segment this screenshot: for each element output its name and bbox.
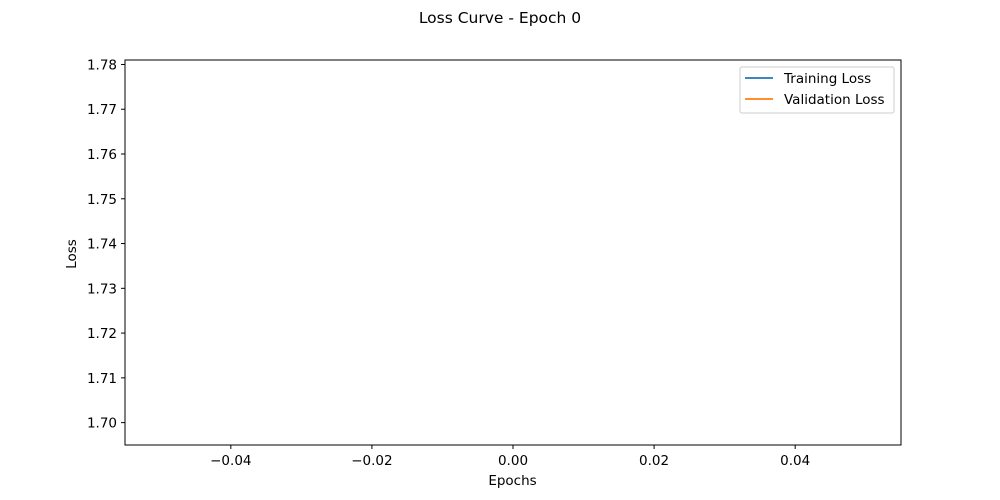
- y-tick-label: 1.70: [87, 416, 117, 432]
- y-tick-label: 1.72: [87, 326, 117, 342]
- x-tick-label: 0.02: [639, 453, 669, 469]
- legend-label-training-loss: Training Loss: [783, 71, 871, 87]
- x-axis-ticks: −0.04 −0.02 0.00 0.02 0.04: [210, 445, 810, 469]
- y-tick-label: 1.73: [87, 281, 117, 297]
- x-tick-label: −0.02: [351, 453, 392, 469]
- x-tick-label: −0.04: [210, 453, 251, 469]
- y-tick-label: 1.74: [87, 237, 117, 253]
- legend: Training Loss Validation Loss: [739, 66, 895, 114]
- y-axis-label: Loss: [64, 239, 80, 269]
- x-tick-label: 0.00: [498, 453, 528, 469]
- y-tick-label: 1.71: [87, 371, 117, 387]
- x-axis-label: Epochs: [488, 473, 536, 489]
- y-tick-label: 1.76: [87, 147, 117, 163]
- y-tick-label: 1.75: [87, 192, 117, 208]
- legend-label-validation-loss: Validation Loss: [784, 92, 885, 108]
- y-tick-label: 1.77: [87, 102, 117, 118]
- y-axis-ticks: 1.70 1.71 1.72 1.73 1.74 1.75 1.76 1.77 1.78: [87, 57, 125, 432]
- x-tick-label: 0.04: [780, 453, 810, 469]
- legend-box: [739, 66, 895, 114]
- chart-title: Loss Curve - Epoch 0: [419, 9, 581, 27]
- y-tick-label: 1.78: [87, 57, 117, 73]
